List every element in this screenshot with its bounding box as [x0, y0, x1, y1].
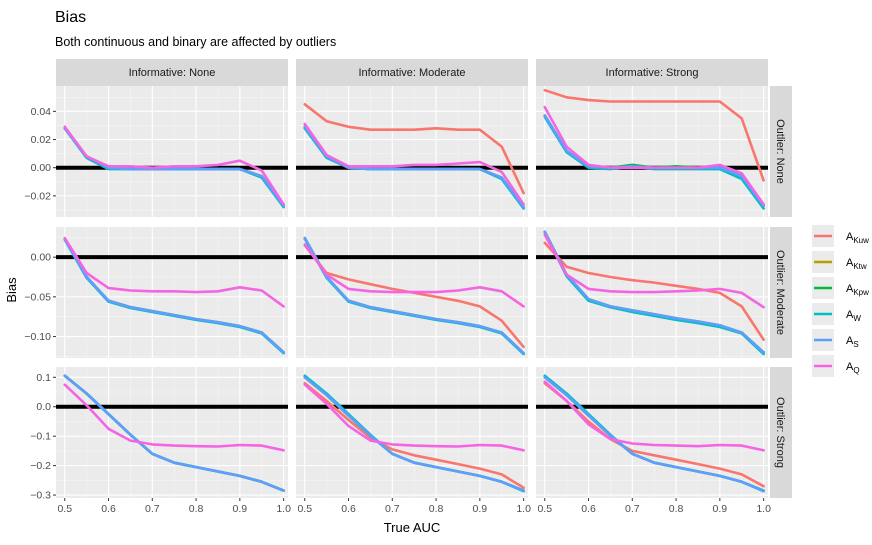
row-strip	[770, 86, 792, 217]
chart-subtitle: Both continuous and binary are affected …	[55, 35, 336, 49]
facet-grid: Informative: None Informative: Moderate In…	[24, 59, 792, 515]
x-tick-label: 0.7	[145, 503, 160, 515]
x-tick-label: 1.0	[276, 503, 291, 515]
series-line-q	[303, 122, 525, 206]
y-tick-label: −0.2	[30, 460, 51, 472]
panel: −0.3 −0.2 −0.1 0.0 0.1 0.5 0.6 0.7 0.8 0.9 1.0	[30, 367, 291, 515]
x-tick-label: 0.9	[473, 503, 488, 515]
panel: 0.5 0.6 0.7 0.8 0.9 1.0	[536, 367, 771, 515]
legend: AKuw AKtw AKpw AW AS AQ	[812, 225, 869, 377]
legend-label: AKpw	[846, 283, 869, 297]
panel: −0.10 −0.05 0.00	[24, 227, 288, 358]
column-strip-label: Informative: Moderate	[359, 67, 466, 79]
panel-background	[56, 86, 288, 217]
x-tick-label: 0.8	[429, 503, 444, 515]
series-line-kuw	[543, 241, 765, 341]
legend-item-w: AW	[812, 303, 861, 325]
row-strip	[770, 367, 792, 498]
chart-title: Bias	[55, 9, 86, 26]
series-line-kuw	[543, 88, 765, 182]
x-axis-title: True AUC	[384, 520, 441, 535]
row-strip-label: Outlier: Strong	[774, 397, 786, 468]
series-line-kuw	[303, 381, 525, 489]
y-tick-label: 0.00	[31, 252, 52, 264]
y-axis-title: Bias	[4, 277, 19, 303]
panel: 0.5 0.6 0.7 0.8 0.9 1.0	[296, 367, 531, 515]
legend-label: AKuw	[846, 231, 869, 245]
legend-item-q: AQ	[812, 355, 860, 377]
panel-background	[536, 367, 768, 498]
panel	[296, 86, 528, 217]
x-tick-label: 0.6	[101, 503, 116, 515]
x-tick-label: 0.9	[233, 503, 248, 515]
legend-item-kpw: AKpw	[812, 277, 869, 299]
column-strip	[536, 59, 768, 86]
series-line-q	[543, 233, 765, 309]
series-line-s	[543, 376, 765, 492]
x-tick-label: 0.9	[713, 503, 728, 515]
series-line-s	[303, 376, 525, 492]
x-tick-label: 0.5	[57, 503, 72, 515]
legend-item-s: AS	[812, 329, 859, 351]
y-tick-label: 0.02	[31, 134, 52, 146]
series-line-s	[63, 237, 285, 354]
legend-item-kuw: AKuw	[812, 225, 869, 247]
panel-background	[296, 86, 528, 217]
panel	[296, 227, 528, 358]
legend-label: AS	[846, 335, 859, 349]
series-line-kuw	[543, 381, 765, 488]
x-tick-label: 0.7	[385, 503, 400, 515]
panel-background	[56, 367, 288, 498]
y-tick-label: −0.05	[24, 291, 51, 303]
series-line-s	[63, 374, 285, 492]
x-tick-label: 1.0	[516, 503, 531, 515]
y-tick-label: 0.0	[36, 401, 51, 413]
series-line-q	[303, 383, 525, 452]
series-line-s	[303, 236, 525, 355]
y-tick-label: 0.04	[31, 106, 52, 118]
column-strip	[56, 59, 288, 86]
series-line-q	[543, 105, 765, 206]
series-line-kuw	[303, 103, 525, 195]
y-tick-label: 0.00	[31, 162, 52, 174]
x-tick-label: 0.7	[625, 503, 640, 515]
x-tick-label: 0.5	[297, 503, 312, 515]
y-tick-label: 0.1	[36, 372, 51, 384]
column-strip-label: Informative: None	[129, 67, 216, 79]
legend-label: AQ	[846, 361, 860, 375]
y-tick-label: −0.3	[30, 490, 51, 502]
row-strip-label: Outlier: None	[774, 119, 786, 184]
series-line-q	[63, 236, 285, 308]
x-tick-label: 0.6	[341, 503, 356, 515]
legend-item-ktw: AKtw	[812, 251, 867, 273]
series-line-q	[303, 243, 525, 308]
x-tick-label: 0.5	[537, 503, 552, 515]
y-tick-label: −0.1	[30, 431, 51, 443]
panel: −0.02 0.00 0.02 0.04	[24, 86, 288, 217]
series-line-s	[543, 230, 765, 354]
x-tick-label: 0.8	[669, 503, 684, 515]
panel-background	[296, 367, 528, 498]
panel	[536, 86, 768, 217]
series-line-q	[63, 383, 285, 452]
panel	[536, 227, 768, 358]
series-line-q	[543, 380, 765, 452]
x-tick-label: 1.0	[756, 503, 771, 515]
column-strip-label: Informative: Strong	[606, 67, 699, 79]
y-tick-label: −0.10	[24, 331, 51, 343]
legend-label: AW	[846, 309, 861, 323]
x-tick-label: 0.8	[189, 503, 204, 515]
x-tick-label: 0.6	[581, 503, 596, 515]
row-strip	[770, 227, 792, 358]
series-line-q	[63, 125, 285, 206]
legend-label: AKtw	[846, 257, 867, 271]
row-strip-label: Outlier: Moderate	[774, 250, 786, 335]
column-strip	[296, 59, 528, 86]
y-tick-label: −0.02	[24, 190, 51, 202]
